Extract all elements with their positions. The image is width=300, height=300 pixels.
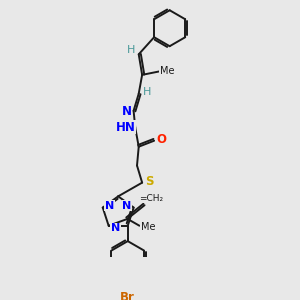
Text: O: O — [156, 134, 166, 146]
Text: N: N — [105, 201, 114, 211]
Text: S: S — [146, 175, 154, 188]
Text: N: N — [122, 105, 132, 118]
Text: HN: HN — [116, 121, 136, 134]
Text: N: N — [111, 223, 120, 233]
Text: =CH₂: =CH₂ — [139, 194, 164, 203]
Text: Me: Me — [160, 66, 174, 76]
Text: H: H — [127, 45, 135, 55]
Text: Me: Me — [141, 222, 155, 233]
Text: Br: Br — [120, 291, 135, 300]
Text: N: N — [122, 201, 131, 211]
Text: H: H — [143, 87, 152, 97]
